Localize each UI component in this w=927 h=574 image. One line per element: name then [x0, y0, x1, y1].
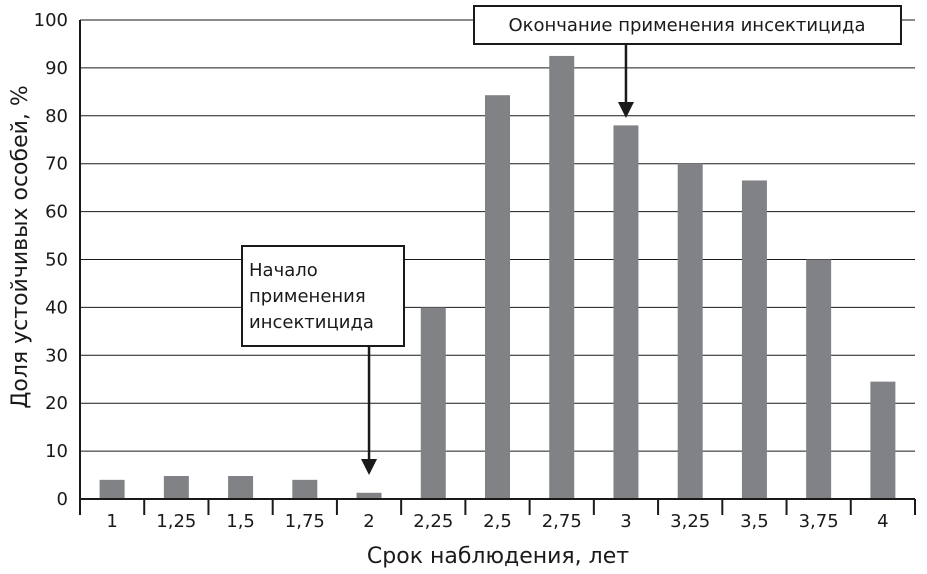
annotation-box-end [473, 5, 902, 45]
x-tick-label: 3,75 [799, 511, 839, 532]
bar [870, 381, 896, 499]
y-tick-label: 90 [45, 58, 68, 79]
bar [613, 125, 639, 499]
bar [806, 259, 832, 499]
bar [228, 476, 254, 499]
annotations: Начало применения инсектицида Окончание при… [241, 5, 902, 475]
x-tick-label: 1 [106, 511, 117, 532]
annotation-box-start [241, 245, 405, 347]
bar [741, 180, 767, 499]
y-tick-label: 20 [45, 393, 68, 414]
annotation-arrow-head [617, 102, 634, 118]
x-tick-label: 2,5 [483, 511, 512, 532]
annotation-text-end: Окончание применения инсектицида [508, 15, 865, 36]
x-axis-title: Срок наблюдения, лет [367, 544, 629, 569]
y-tick-label: 100 [34, 10, 68, 31]
x-tick-label: 1,75 [285, 511, 325, 532]
y-tick-label: 50 [45, 250, 68, 271]
x-tick-label: 1,25 [156, 511, 196, 532]
bar [99, 479, 125, 499]
axes [79, 20, 916, 515]
bars [99, 55, 896, 500]
bar [292, 479, 318, 499]
x-tick-label: 2,75 [542, 511, 582, 532]
annotation-text-start: применения [249, 286, 366, 307]
x-tick-label: 1,5 [226, 511, 255, 532]
x-tick-label: 2 [363, 511, 374, 532]
x-tick-label: 3,25 [670, 511, 710, 532]
bar [163, 476, 189, 499]
x-tick-label: 4 [877, 511, 888, 532]
bar [356, 492, 382, 499]
x-tick-label: 2,25 [413, 511, 453, 532]
y-tick-label: 80 [45, 106, 68, 127]
x-tick-label: 3 [620, 511, 631, 532]
bar [549, 55, 575, 500]
x-tick-labels: 1 1,25 1,5 1,75 2 2,25 2,5 2,75 3 3,25 3,5 3,75 4 [106, 511, 888, 532]
y-tick-label: 10 [45, 441, 68, 462]
bar [485, 95, 510, 499]
y-tick-label: 60 [45, 202, 68, 223]
y-tick-labels: 0 10 20 30 40 50 60 70 80 90 100 [34, 10, 68, 510]
bar [420, 307, 446, 499]
annotation-arrow-head [361, 459, 378, 475]
y-tick-label: 70 [45, 154, 68, 175]
x-tick-label: 3,5 [740, 511, 769, 532]
y-tick-label: 40 [45, 297, 68, 318]
y-axis-title: Доля устойчивых особей, % [8, 85, 33, 409]
y-tick-label: 0 [57, 489, 68, 510]
y-tick-label: 30 [45, 345, 68, 366]
annotation-text-start: инсектицида [249, 312, 374, 333]
bar [677, 163, 703, 499]
annotation-text-start: Начало [249, 260, 318, 281]
